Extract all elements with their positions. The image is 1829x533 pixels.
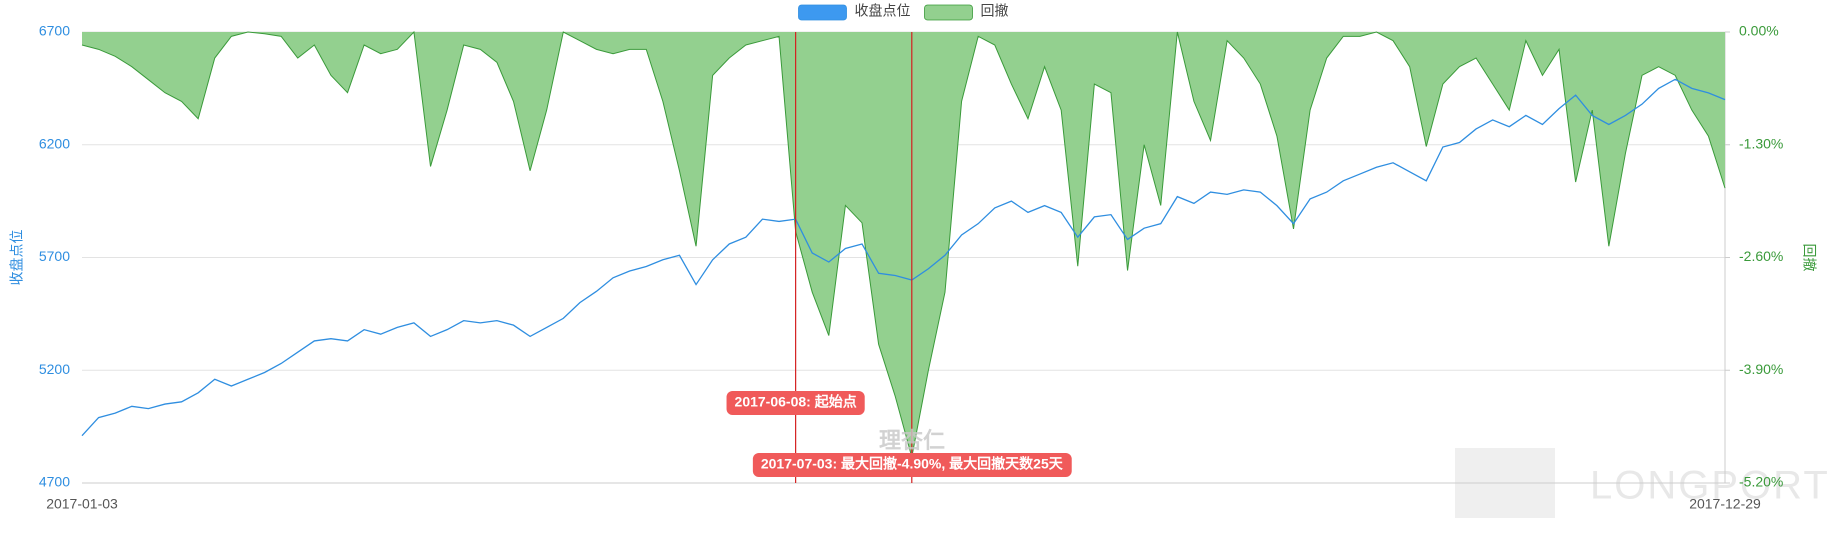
watermark: LONGPORT xyxy=(1590,464,1829,508)
y2-tick-label: -1.30% xyxy=(1739,135,1783,151)
annotation-box xyxy=(726,391,865,415)
annotation-label: 2017-06-08: 起始点 xyxy=(735,394,857,410)
watermark: 理杏仁 xyxy=(879,428,945,453)
y2-tick-label: -5.20% xyxy=(1739,474,1783,490)
drawdown-line xyxy=(81,30,1726,458)
y2-tick-label: 0.00% xyxy=(1739,23,1779,39)
y-tick-label: 4700 xyxy=(39,474,70,490)
annotation-label: 2017-07-03: 最大回撤-4.90%, 最大回撤天数25天 xyxy=(761,456,1064,472)
annotation: 2017-06-08: 起始点 xyxy=(726,391,865,415)
drawdown-area xyxy=(82,32,1725,457)
y2-tick-label: -3.90% xyxy=(1739,361,1783,377)
legend-label: 回撤 xyxy=(981,3,1009,19)
legend-swatch xyxy=(924,4,973,21)
legend-swatch xyxy=(798,4,847,21)
close-line xyxy=(81,78,1726,437)
legend-label: 收盘点位 xyxy=(855,3,911,19)
x-tick-label: 2017-12-29 xyxy=(1689,496,1761,512)
annotation: 2017-07-03: 最大回撤-4.90%, 最大回撤天数25天 xyxy=(752,453,1072,477)
y2-tick-label: -2.60% xyxy=(1739,248,1783,264)
y-tick-label: 6700 xyxy=(39,23,70,39)
legend: 收盘点位 回撤 xyxy=(798,3,1009,21)
y-tick-label: 5700 xyxy=(39,248,70,264)
y-tick-label: 5200 xyxy=(39,361,70,377)
y-axis-title: 收盘点位 xyxy=(9,230,25,286)
y-tick-label: 6200 xyxy=(39,135,70,151)
y2-axis-title: 回撤 xyxy=(1801,244,1817,272)
x-tick-label: 2017-01-03 xyxy=(46,496,118,512)
annotation-box xyxy=(752,453,1072,477)
